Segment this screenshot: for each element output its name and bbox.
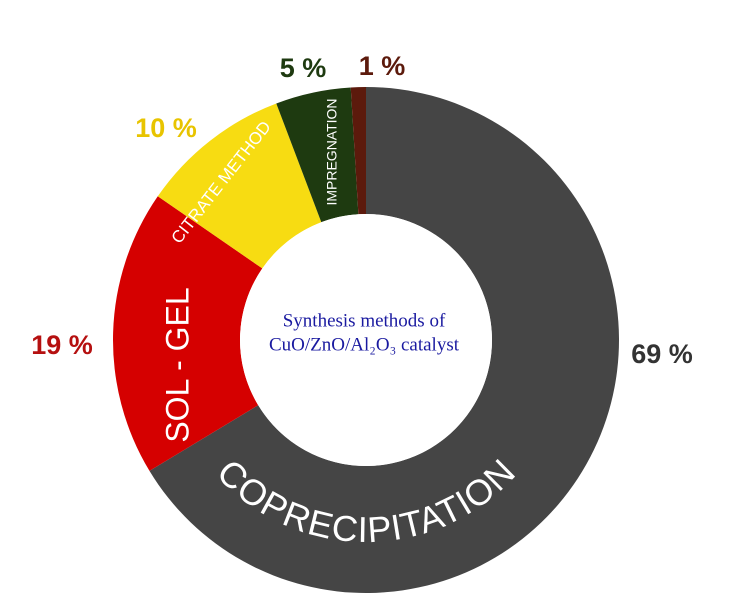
donut-hole: [240, 214, 492, 466]
category-label: SOL - GEL: [159, 287, 195, 442]
donut-segment: [350, 87, 366, 215]
value-label: 19 %: [31, 330, 93, 360]
value-label: 69 %: [631, 339, 693, 369]
value-label: 10 %: [135, 113, 197, 143]
value-label: 1 %: [359, 51, 406, 81]
center-title: CuO/ZnO/Al₂O₃ catalyst: [269, 334, 460, 355]
donut-segment: [149, 87, 619, 593]
category-label: IMPREGNATION: [324, 98, 340, 205]
center-title: Synthesis methods of: [283, 310, 446, 331]
donut-segment: [112, 196, 263, 471]
donut-segment: [276, 87, 359, 223]
donut-segment: [157, 103, 322, 269]
value-label: 5 %: [280, 53, 327, 83]
